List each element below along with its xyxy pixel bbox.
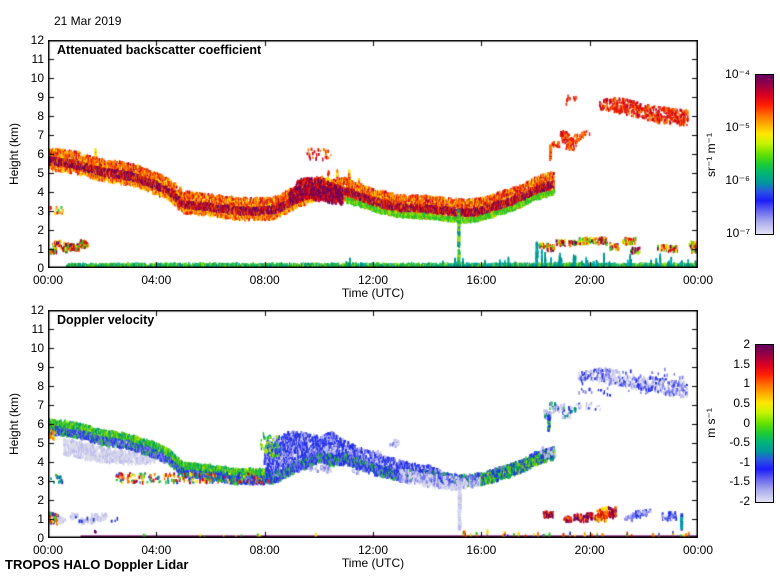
ytick-label: 3 xyxy=(37,204,44,218)
backscatter-panel-title: Attenuated backscatter coefficient xyxy=(57,43,262,57)
ytick-label: 8 xyxy=(37,109,44,123)
ytick-label: 4 xyxy=(37,455,44,469)
doppler-velocity-panel: Doppler velocity xyxy=(48,310,698,538)
colorbar-tick-label: 1 xyxy=(743,376,750,391)
colorbar-tick-label: -2 xyxy=(739,494,750,508)
ytick-label: 2 xyxy=(37,493,44,507)
ytick-label: 11 xyxy=(31,52,44,66)
colorbar-tick-label: 10⁻⁷ xyxy=(725,226,750,240)
ytick-label: 0 xyxy=(37,261,44,275)
ytick-label: 4 xyxy=(37,185,44,199)
backscatter-xaxis-label: Time (UTC) xyxy=(341,286,405,300)
backscatter-heatmap-canvas xyxy=(48,40,698,268)
doppler-colorbar-unit: m s⁻¹ xyxy=(704,408,718,438)
doppler-xaxis-label: Time (UTC) xyxy=(341,556,405,570)
ytick-label: 8 xyxy=(37,379,44,393)
ytick-label: 10 xyxy=(30,71,44,85)
colorbar-tick-label: 1.5 xyxy=(733,356,750,371)
doppler-velocity-heatmap-canvas xyxy=(48,310,698,538)
ytick-label: 10 xyxy=(30,341,44,355)
ytick-label: 1 xyxy=(37,512,44,526)
backscatter-colorbar-unit: sr⁻¹ m⁻¹ xyxy=(704,133,718,177)
doppler-yaxis-label: Height (km) xyxy=(7,392,21,456)
doppler-colorbar xyxy=(755,344,774,503)
ytick-label: 9 xyxy=(37,360,44,374)
ytick-label: 12 xyxy=(30,33,44,47)
backscatter-colorbar xyxy=(755,74,774,235)
backscatter-panel: Attenuated backscatter coefficient xyxy=(48,40,698,268)
colorbar-tick-label: 10⁻⁴ xyxy=(725,67,750,81)
colorbar-tick-label: -1.5 xyxy=(729,474,750,489)
ytick-label: 2 xyxy=(37,223,44,237)
ytick-label: 1 xyxy=(37,242,44,256)
ytick-label: 11 xyxy=(31,322,44,336)
backscatter-yaxis-label: Height (km) xyxy=(7,122,21,186)
ytick-label: 3 xyxy=(37,474,44,488)
ytick-label: 9 xyxy=(37,90,44,104)
instrument-footer-label: TROPOS HALO Doppler Lidar xyxy=(5,557,189,572)
ytick-label: 0 xyxy=(37,531,44,545)
date-label: 21 Mar 2019 xyxy=(54,14,122,28)
colorbar-tick-label: 2 xyxy=(743,337,750,351)
colorbar-tick-label: -1 xyxy=(739,454,750,469)
ytick-label: 12 xyxy=(30,303,44,317)
doppler-panel-title: Doppler velocity xyxy=(57,313,155,327)
